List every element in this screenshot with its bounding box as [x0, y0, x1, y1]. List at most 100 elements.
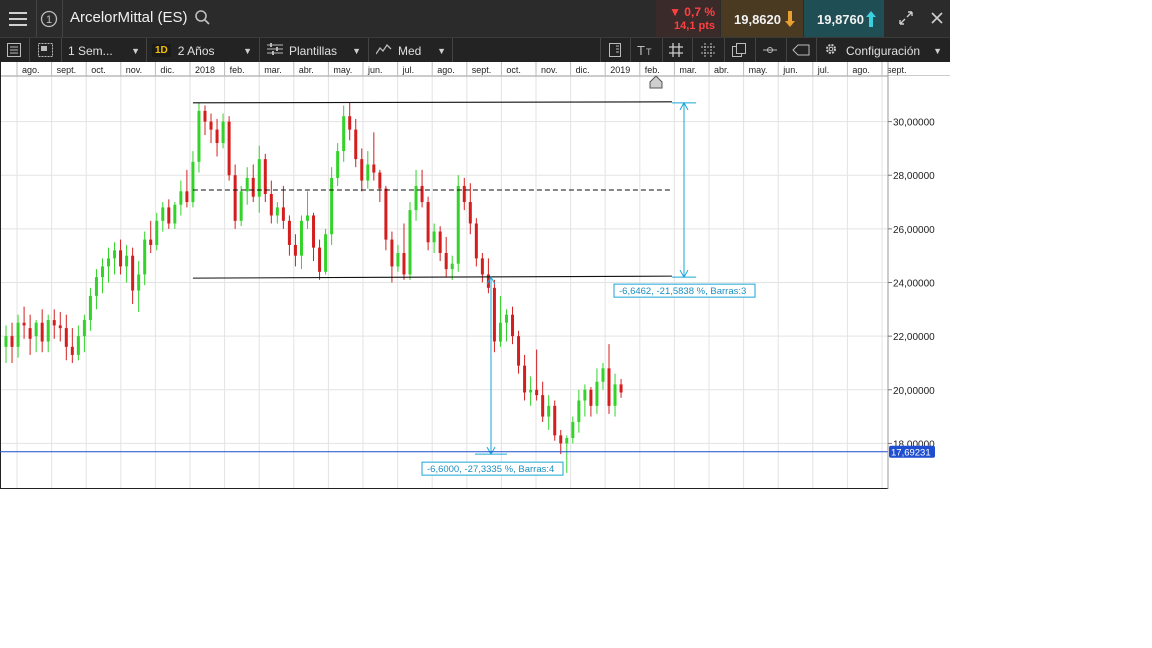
- range-select[interactable]: 1D 2 Años ▼: [152, 38, 252, 63]
- candle-body: [82, 320, 86, 337]
- chart-grid: [0, 76, 888, 489]
- copy-icon[interactable]: [731, 42, 747, 63]
- interval-select[interactable]: 1 Sem... ▼: [68, 38, 140, 63]
- candle-body: [498, 322, 502, 342]
- settings-select[interactable]: Configuración ▼: [824, 38, 942, 63]
- time-tick-label: abr.: [299, 65, 314, 75]
- candle-body: [179, 191, 183, 205]
- candle-body: [197, 110, 201, 162]
- measure-label-box-right: [613, 283, 756, 298]
- candle-body: [511, 314, 515, 337]
- candle-body: [492, 287, 496, 342]
- candle-body: [155, 220, 159, 245]
- time-tick-label: abr.: [714, 65, 729, 75]
- up-arrow-icon: [866, 11, 876, 32]
- candle-body: [336, 151, 340, 178]
- candle-body: [70, 346, 74, 355]
- arrow-down-icon: [486, 446, 496, 456]
- indicator-label: Med: [398, 43, 422, 58]
- indicator-select[interactable]: Med ▼: [375, 38, 446, 63]
- candle-body: [468, 202, 472, 224]
- buy-price: 19,8760: [817, 12, 864, 27]
- chart-type-icon[interactable]: [37, 42, 54, 63]
- time-tick-label: nov.: [126, 65, 142, 75]
- price-chart[interactable]: ago. sept. oct. nov. dic. 2018 feb. mar. abr. may…: [0, 62, 950, 489]
- candle-body: [173, 204, 177, 224]
- candle-body: [16, 322, 20, 347]
- time-tick-label: ago.: [437, 65, 455, 75]
- chart-canvas[interactable]: ago. sept. oct. nov. dic. 2018 feb. mar. abr. may…: [0, 62, 950, 489]
- layout-list-icon[interactable]: [6, 42, 22, 63]
- buy-button[interactable]: 19,8760: [804, 0, 884, 37]
- measure-label-box-left: [421, 461, 564, 476]
- candle-body: [263, 159, 267, 194]
- change-percent: ▼ 0,7 %: [669, 5, 715, 19]
- candle-body: [40, 322, 44, 342]
- time-tick-label: 2018: [195, 65, 215, 75]
- candle-body: [426, 202, 430, 243]
- candle-body: [269, 194, 273, 216]
- candle-body: [239, 191, 243, 221]
- svg-text:T: T: [646, 47, 652, 57]
- candle-body: [209, 121, 213, 130]
- candle-body: [456, 185, 460, 264]
- candle-body: [330, 177, 334, 235]
- resistance-trendline: [192, 101, 673, 104]
- candle-body: [94, 277, 98, 296]
- time-tick-label: feb.: [645, 65, 660, 75]
- candle-body: [52, 320, 56, 326]
- time-tick-label: dic.: [576, 65, 590, 75]
- time-tick-label: may.: [333, 65, 352, 75]
- candle-body: [76, 336, 80, 355]
- time-tick-label: feb.: [230, 65, 245, 75]
- sell-price: 19,8620: [734, 12, 781, 27]
- candle-body: [372, 164, 376, 173]
- candle-body: [131, 255, 135, 291]
- chevron-down-icon: ▼: [243, 45, 252, 56]
- candle-body: [275, 207, 279, 216]
- measure-label-right: -6,6462, -21,5838 %, Barras:3: [619, 286, 746, 297]
- close-icon[interactable]: [930, 11, 946, 27]
- candle-body: [113, 250, 117, 259]
- templates-icon: [267, 43, 283, 58]
- svg-text:1: 1: [46, 14, 52, 26]
- arrow-up-icon: [679, 101, 689, 111]
- time-tick-label: oct.: [91, 65, 106, 75]
- candle-body: [167, 207, 171, 224]
- candle-body: [601, 368, 605, 382]
- candle-body: [360, 159, 364, 181]
- candle-body: [529, 389, 533, 393]
- time-tick-label: may.: [749, 65, 768, 75]
- price-axis: 30,00000 28,00000 26,00000 24,00000 22,00000…: [887, 62, 950, 489]
- eraser-icon[interactable]: [792, 42, 810, 63]
- candle-body: [354, 129, 358, 160]
- instrument-name[interactable]: ArcelorMittal (ES): [70, 9, 188, 26]
- settings-label: Configuración: [846, 43, 921, 58]
- candle-body: [312, 215, 316, 248]
- templates-select[interactable]: Plantillas ▼: [267, 38, 361, 63]
- time-tick-label: dic.: [160, 65, 174, 75]
- panel-icon[interactable]: [607, 42, 623, 63]
- candle-body: [221, 121, 225, 144]
- expand-icon[interactable]: [898, 10, 916, 28]
- candle-body: [432, 231, 436, 243]
- drawings[interactable]: -6,6462, -21,5838 %, Barras:3 -6,6000, -2…: [0, 75, 888, 476]
- grid-icon[interactable]: [668, 42, 684, 63]
- price-tick-label: 26,00000: [893, 225, 935, 236]
- gear-icon: [824, 42, 838, 59]
- chevron-down-icon: ▼: [933, 45, 942, 56]
- chevron-down-icon: ▼: [131, 45, 140, 56]
- info-circle-icon[interactable]: 1: [38, 0, 60, 37]
- hamburger-menu-icon[interactable]: [0, 0, 36, 37]
- candle-body: [100, 266, 104, 278]
- line-tool-icon[interactable]: [762, 42, 778, 63]
- sell-button[interactable]: 19,8620: [721, 0, 803, 37]
- search-icon[interactable]: [194, 9, 212, 27]
- crosshair-icon[interactable]: [700, 42, 716, 63]
- candle-body: [462, 185, 466, 203]
- candle-body: [402, 253, 406, 275]
- candle-body: [203, 110, 207, 122]
- candle-body: [553, 405, 557, 436]
- candle-body: [438, 231, 442, 253]
